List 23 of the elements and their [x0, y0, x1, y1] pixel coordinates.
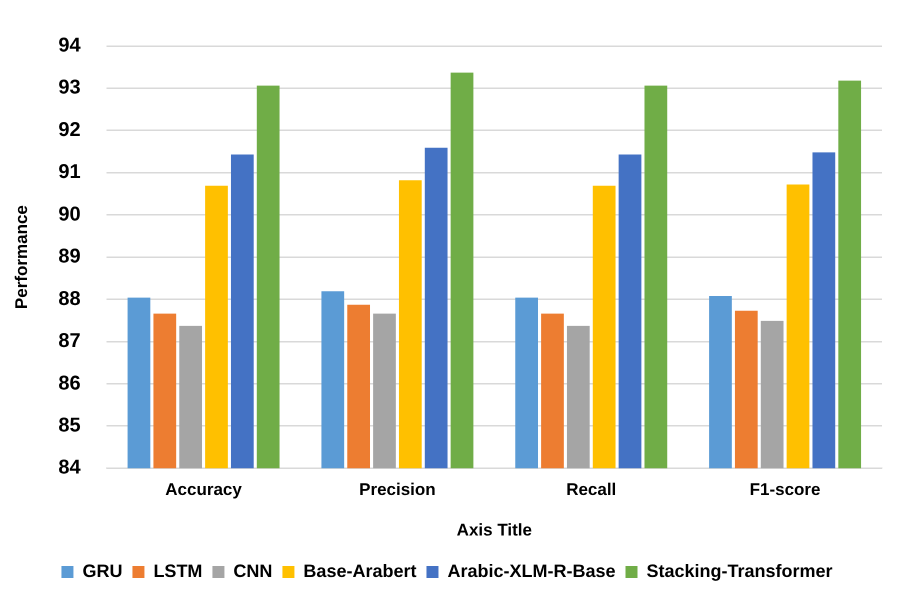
y-tick-label: 87: [58, 330, 81, 352]
y-tick-label: 94: [58, 34, 82, 57]
x-tick-label: Recall: [566, 480, 616, 500]
y-tick-label: 90: [58, 203, 81, 226]
x-tick-label: Accuracy: [165, 480, 242, 500]
y-tick-label: 92: [58, 118, 81, 141]
y-tick-label: 89: [58, 246, 81, 268]
legend-label: CNN: [233, 560, 272, 581]
y-tick-label: 88: [58, 288, 81, 310]
legend-label: Arabic-XLM-R-Base: [447, 560, 616, 581]
y-tick-label: 85: [58, 414, 81, 436]
y-axis-title: Performance: [12, 205, 31, 310]
y-tick-label: 93: [58, 76, 81, 99]
legend-label: LSTM: [153, 560, 202, 581]
legend-label: Base-Arabert: [303, 560, 416, 581]
y-tick-label: 91: [58, 161, 81, 184]
legend-label: Stacking-Transformer: [646, 560, 833, 581]
x-axis-title: Axis Title: [456, 520, 532, 540]
legend-label: GRU: [82, 560, 122, 581]
x-tick-label: F1-score: [750, 480, 821, 500]
x-tick-label: Precision: [359, 480, 436, 500]
y-tick-label: 84: [58, 456, 82, 479]
y-tick-label: 86: [58, 372, 81, 394]
